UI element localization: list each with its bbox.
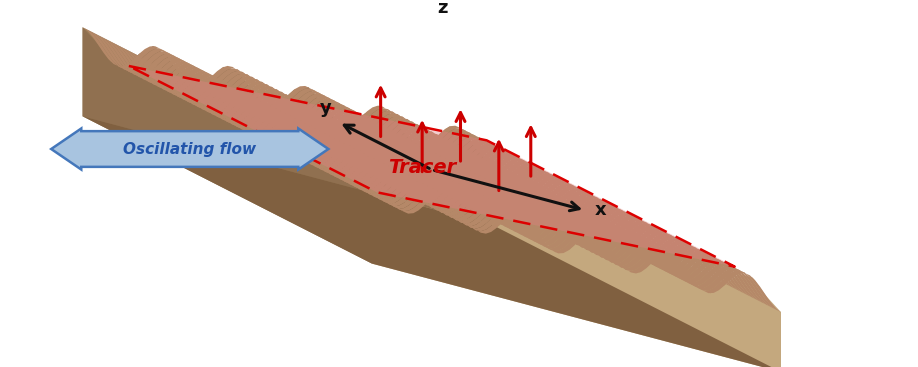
Polygon shape bbox=[220, 97, 633, 237]
Polygon shape bbox=[308, 142, 722, 282]
Polygon shape bbox=[338, 157, 752, 297]
Text: Tracer: Tracer bbox=[388, 158, 456, 177]
Polygon shape bbox=[353, 165, 767, 305]
Polygon shape bbox=[127, 50, 541, 190]
Text: y: y bbox=[319, 99, 331, 117]
Polygon shape bbox=[146, 60, 560, 200]
Polygon shape bbox=[303, 139, 717, 280]
Polygon shape bbox=[117, 45, 531, 185]
Polygon shape bbox=[284, 130, 698, 270]
Polygon shape bbox=[372, 175, 781, 367]
Polygon shape bbox=[191, 82, 604, 222]
Polygon shape bbox=[93, 32, 506, 172]
Polygon shape bbox=[51, 128, 329, 170]
Polygon shape bbox=[210, 92, 624, 232]
Polygon shape bbox=[357, 167, 771, 307]
Polygon shape bbox=[129, 66, 734, 266]
Polygon shape bbox=[235, 105, 648, 245]
Polygon shape bbox=[363, 170, 776, 310]
Polygon shape bbox=[131, 52, 545, 192]
Polygon shape bbox=[83, 116, 781, 367]
Polygon shape bbox=[323, 150, 737, 290]
Polygon shape bbox=[328, 152, 742, 292]
Polygon shape bbox=[491, 165, 781, 367]
Polygon shape bbox=[298, 137, 712, 277]
Polygon shape bbox=[196, 85, 610, 225]
Polygon shape bbox=[87, 30, 501, 170]
Polygon shape bbox=[313, 145, 727, 285]
Polygon shape bbox=[230, 102, 644, 242]
Polygon shape bbox=[141, 57, 555, 197]
Polygon shape bbox=[367, 172, 781, 312]
Polygon shape bbox=[264, 120, 677, 259]
Text: x: x bbox=[595, 201, 606, 219]
Polygon shape bbox=[274, 125, 688, 265]
Polygon shape bbox=[171, 72, 585, 212]
Polygon shape bbox=[225, 100, 639, 240]
Polygon shape bbox=[175, 75, 589, 215]
Polygon shape bbox=[137, 55, 551, 195]
Text: Oscillating flow: Oscillating flow bbox=[123, 142, 256, 156]
Polygon shape bbox=[156, 65, 570, 205]
Polygon shape bbox=[122, 47, 536, 187]
Polygon shape bbox=[342, 160, 756, 299]
Polygon shape bbox=[83, 27, 497, 167]
Polygon shape bbox=[254, 115, 668, 255]
Polygon shape bbox=[250, 112, 663, 252]
Polygon shape bbox=[240, 107, 654, 247]
Polygon shape bbox=[259, 117, 673, 257]
Polygon shape bbox=[83, 27, 491, 225]
Polygon shape bbox=[181, 77, 595, 217]
Polygon shape bbox=[83, 27, 372, 264]
Polygon shape bbox=[269, 122, 683, 262]
Polygon shape bbox=[97, 35, 511, 175]
Polygon shape bbox=[279, 127, 692, 267]
Polygon shape bbox=[332, 155, 746, 295]
Polygon shape bbox=[151, 62, 565, 202]
Polygon shape bbox=[166, 70, 580, 210]
Polygon shape bbox=[348, 162, 761, 302]
Polygon shape bbox=[244, 110, 658, 250]
Polygon shape bbox=[112, 42, 526, 182]
Polygon shape bbox=[215, 95, 629, 235]
Polygon shape bbox=[206, 90, 619, 230]
Polygon shape bbox=[200, 87, 614, 227]
Text: z: z bbox=[437, 0, 448, 17]
Polygon shape bbox=[161, 67, 575, 207]
Polygon shape bbox=[294, 135, 708, 275]
Polygon shape bbox=[288, 132, 702, 272]
Polygon shape bbox=[102, 37, 516, 177]
Polygon shape bbox=[107, 40, 521, 180]
Polygon shape bbox=[318, 147, 732, 287]
Polygon shape bbox=[185, 80, 599, 220]
